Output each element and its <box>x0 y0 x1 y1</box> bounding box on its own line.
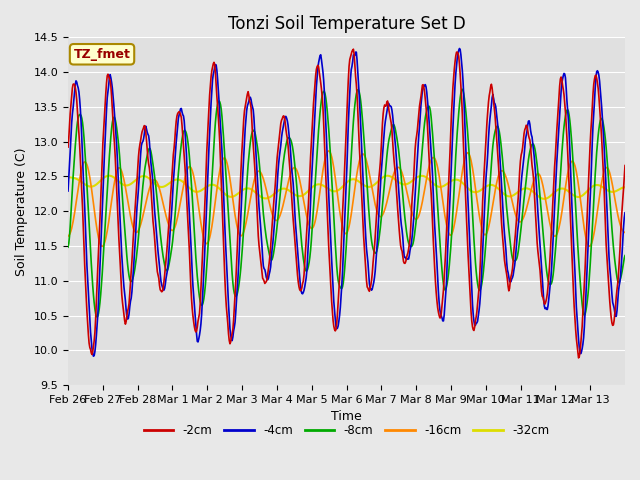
X-axis label: Time: Time <box>331 410 362 423</box>
Text: TZ_fmet: TZ_fmet <box>74 48 131 61</box>
Legend: -2cm, -4cm, -8cm, -16cm, -32cm: -2cm, -4cm, -8cm, -16cm, -32cm <box>139 420 554 442</box>
Y-axis label: Soil Temperature (C): Soil Temperature (C) <box>15 147 28 276</box>
Title: Tonzi Soil Temperature Set D: Tonzi Soil Temperature Set D <box>228 15 465 33</box>
